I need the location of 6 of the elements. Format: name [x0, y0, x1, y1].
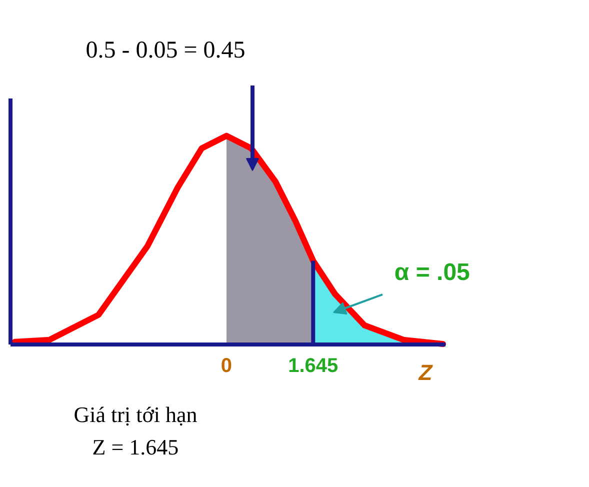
annotation: α = .05 [394, 259, 470, 286]
text: 0.5 - 0.05 = 0.45 [86, 38, 246, 64]
x-tick-label: 0 [220, 355, 232, 378]
x-axis-title: Z [418, 360, 434, 385]
text: Giá trị tới hạn Z = 1.645 [74, 402, 198, 460]
x-tick-label: 1.645 [288, 355, 338, 378]
